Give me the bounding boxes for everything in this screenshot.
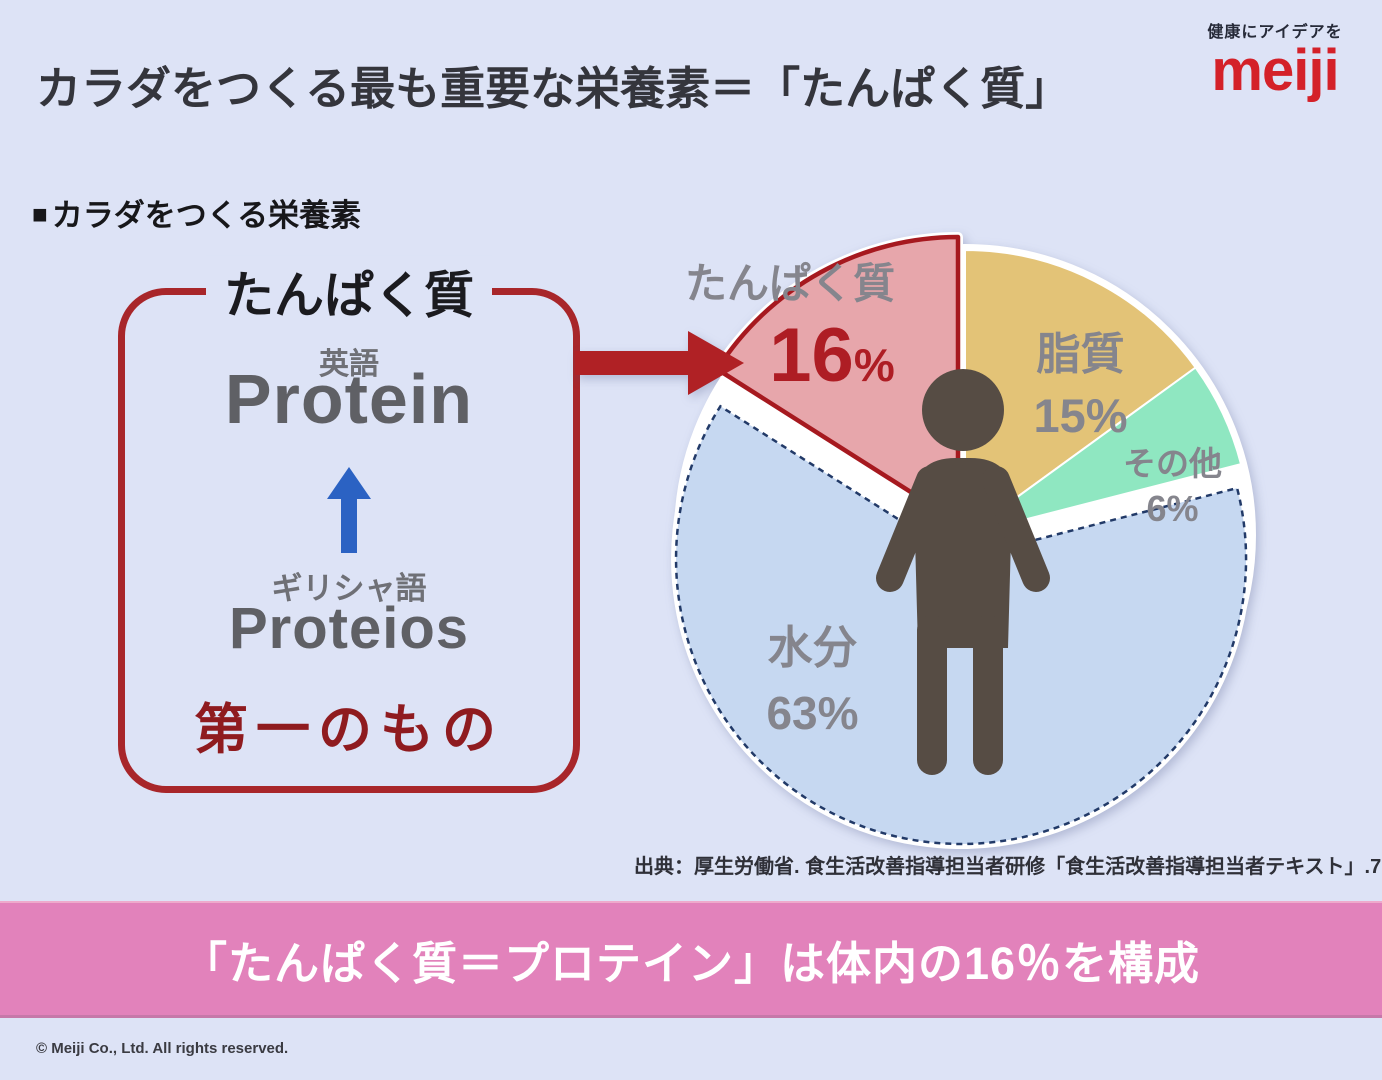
english-label: 英語 (319, 348, 379, 381)
greek-word: Proteios (228, 596, 470, 661)
pie-label-protein: たんぱく質 (684, 260, 895, 307)
meiji-brand-wordmark: meiji (1211, 38, 1339, 103)
section-heading-label: カラダをつくる栄養素 (51, 198, 362, 233)
pie-label-water-text: 水分 (767, 622, 858, 673)
pie-value-fat: 15% (1033, 389, 1128, 443)
up-arrow-icon (125, 467, 573, 558)
copyright-notice: © Meiji Co., Ltd. All rights reserved. (36, 1040, 289, 1057)
pie-label-fat: 脂質 15% (1008, 325, 1153, 448)
pie-value-other: 6% (1146, 487, 1199, 529)
logo-tagline: 健康にアイデアを (1207, 24, 1343, 41)
pie-value-protein: 16% (742, 312, 922, 399)
square-bullet-icon: ■ (32, 199, 48, 229)
english-word: Protein (224, 360, 474, 438)
pie-label-water: 水分 63% (740, 615, 885, 747)
protein-box-title: たんぱく質 (206, 255, 492, 328)
key-message-text: 「たんぱく質＝プロテイン」は体内の16％を構成 (181, 937, 1201, 989)
pie-value-water: 63% (766, 687, 859, 740)
source-citation: 出典：厚生労働省. 食生活改善指導担当者研修「食生活改善指導担当者テキスト」.7… (634, 856, 1382, 878)
pie-label-other: その他 6% (1100, 443, 1245, 533)
greek-label: ギリシャ語 (271, 571, 427, 606)
protein-definition-box: たんぱく質 英語 Protein ギリシャ語 Proteios 第一のもの (118, 255, 580, 793)
pie-label-other-text: その他 (1123, 445, 1222, 482)
pie-label-fat-text: 脂質 (1036, 330, 1125, 379)
page-title: カラダをつくる最も重要な栄養素＝「たんぱく質」 (36, 63, 1071, 114)
pie-value-protein-number: 16 (769, 313, 854, 398)
callout-arrow-icon (575, 331, 744, 395)
pie-value-protein-unit: % (853, 339, 895, 391)
meaning-word: 第一のもの (194, 700, 504, 760)
meiji-logo: 健康にアイデアを meiji (1200, 18, 1350, 100)
section-heading: ■ カラダをつくる栄養素 (32, 190, 361, 235)
key-message-banner: 「たんぱく質＝プロテイン」は体内の16％を構成 (0, 901, 1382, 1018)
